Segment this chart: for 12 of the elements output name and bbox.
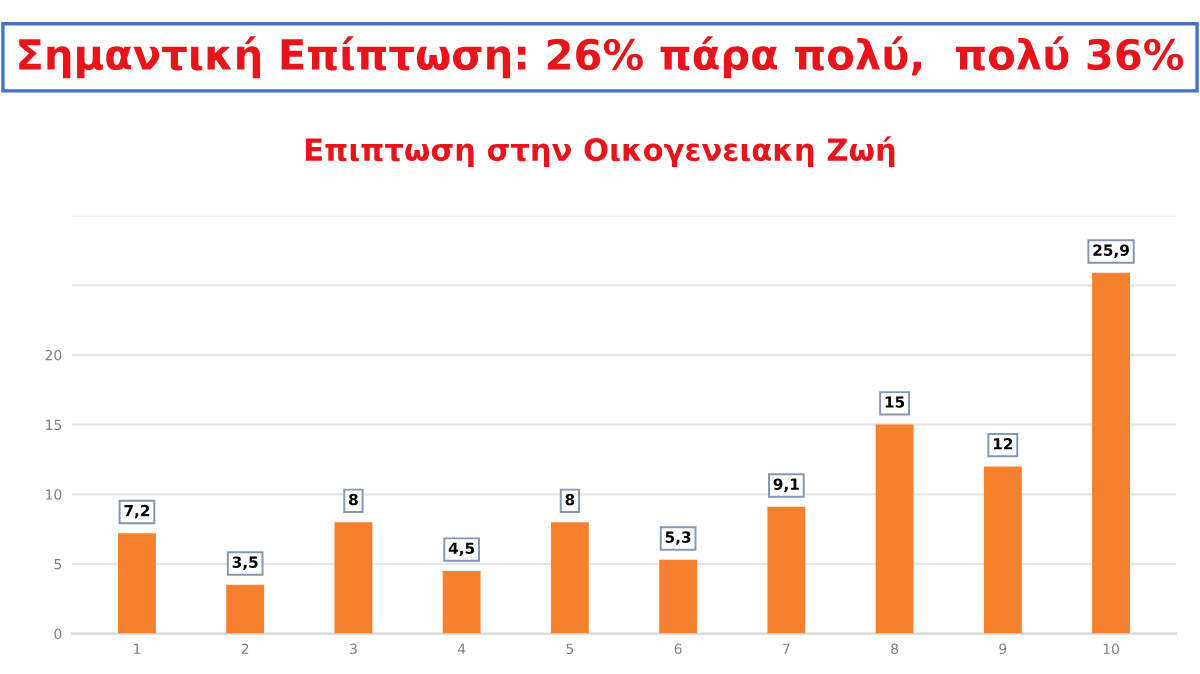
bar [226, 584, 265, 634]
bar [983, 466, 1022, 634]
bar [334, 522, 373, 634]
bar [550, 522, 589, 634]
bar [875, 424, 914, 634]
bar [1092, 272, 1130, 634]
chart-subtitle: Επιπτωση στην Οικογενειακη Ζωή [306, 136, 895, 168]
chart-title: Σημαντική Επίπτωση: 26% πάρα πολύ, πολύ 36% [19, 36, 1184, 79]
bar [118, 533, 156, 634]
bar [442, 570, 481, 634]
bar [767, 506, 806, 634]
bar [659, 559, 698, 634]
